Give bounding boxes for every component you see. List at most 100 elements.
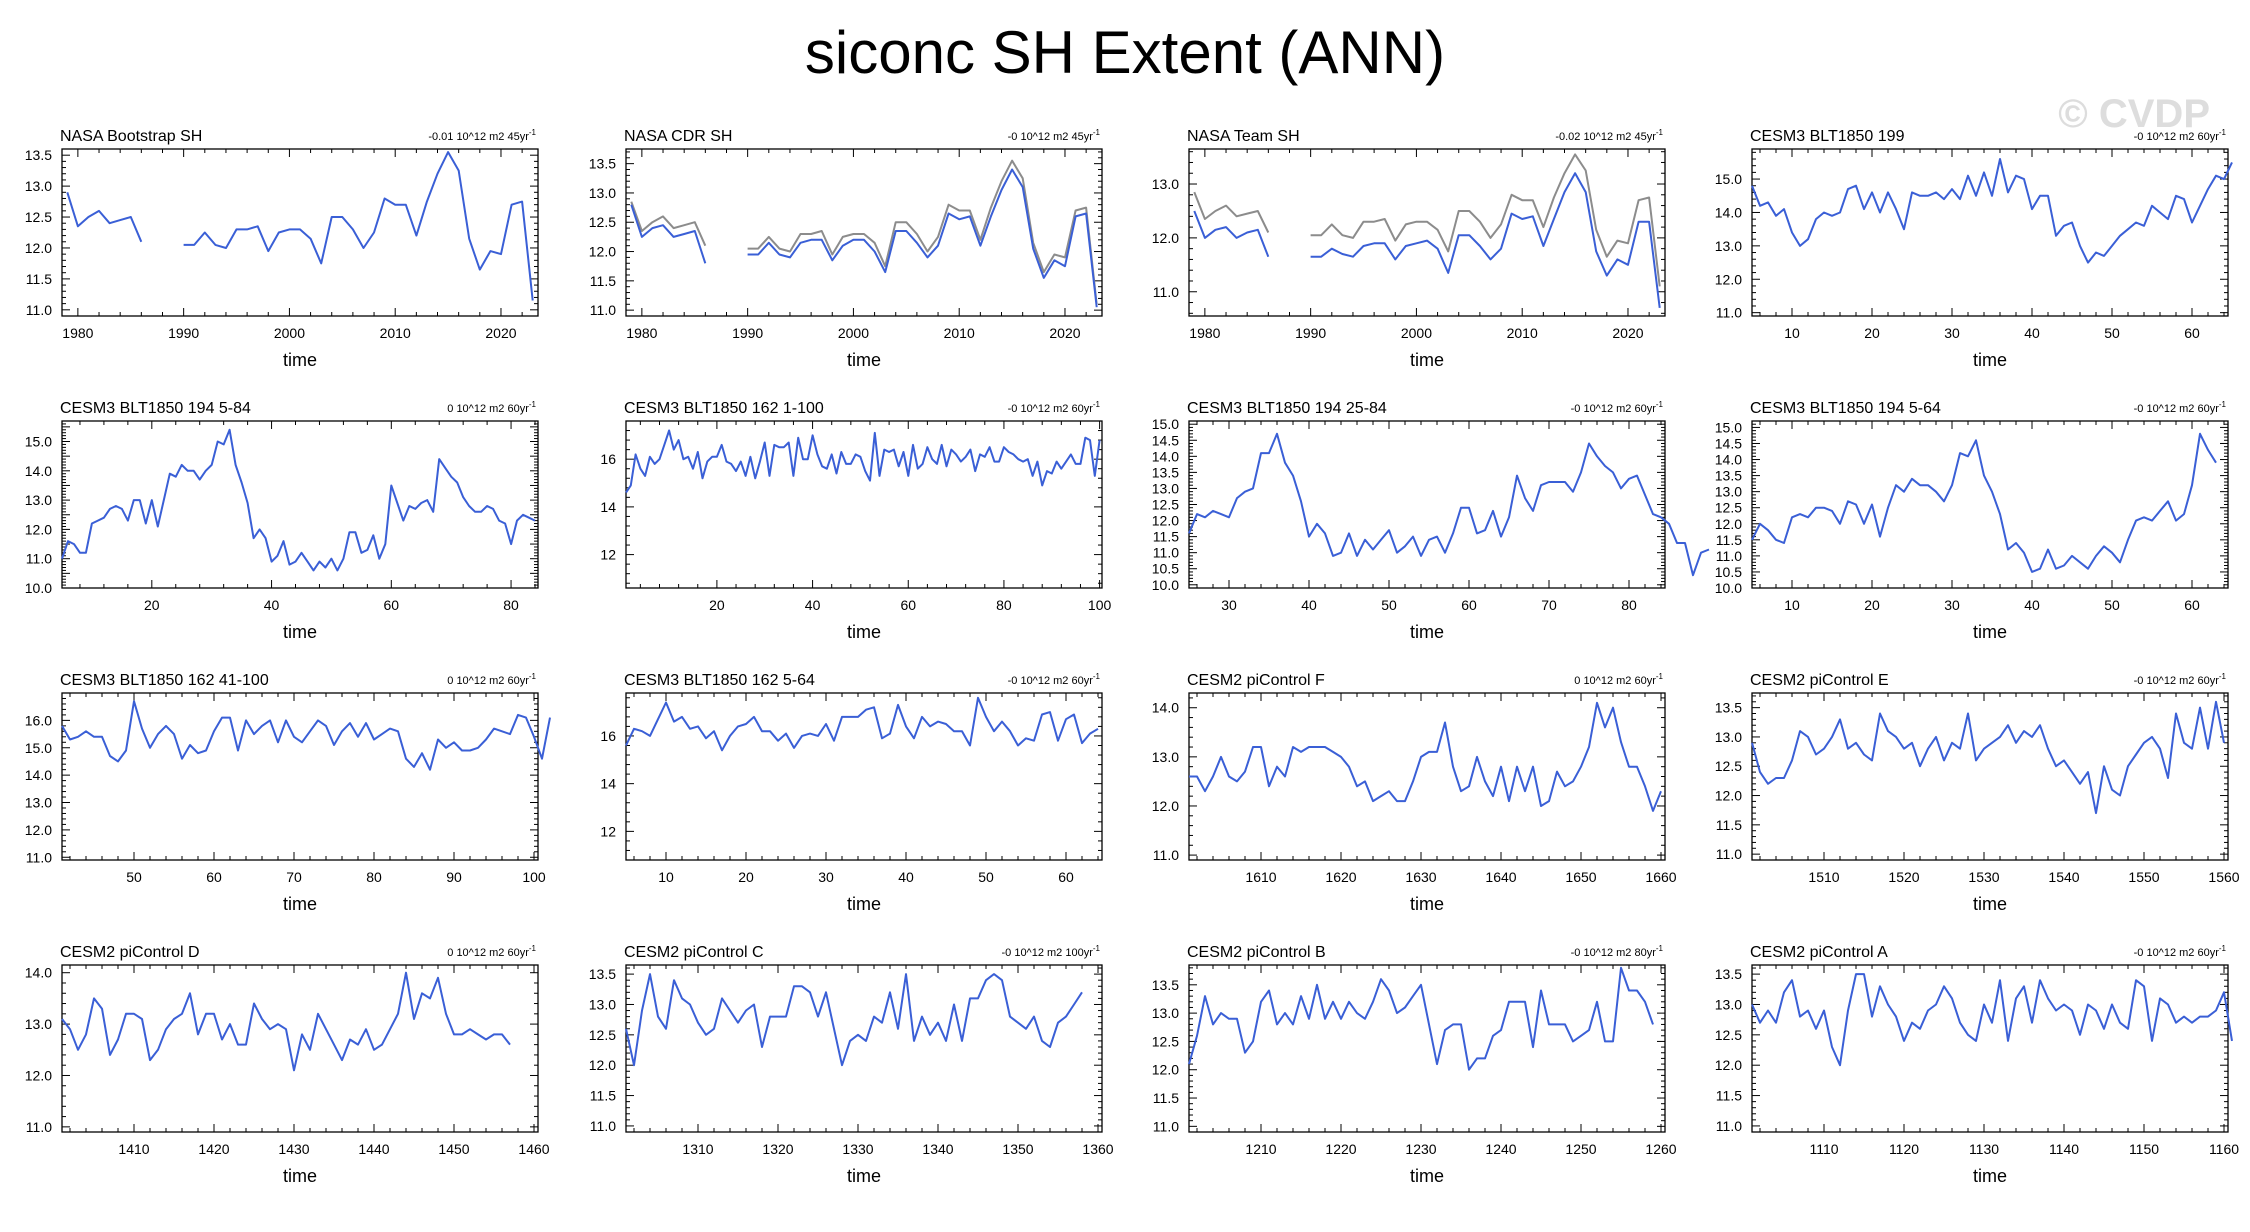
plot-frame [1751,148,2229,317]
y-tick-label: 12.0 [25,521,52,537]
x-tick-label: 1330 [842,1141,873,1157]
trend-label: -0 10^12 m2 60yr-1 [1571,400,1664,415]
panel-13: CESM2 piControl D 0 10^12 m2 60yr-1 1410 14… [25,944,550,1186]
y-tick-label: 11.5 [26,271,52,287]
panel-3: NASA Team SH -0.02 10^12 m2 45yr-1 1980 199… [1152,128,1666,370]
series-line-extent [1751,973,2233,1067]
y-tick-label: 11.0 [590,302,616,318]
y-tick-label: 12.0 [1715,271,1742,287]
y-tick-label: 12 [600,547,616,563]
y-tick-label: 14 [600,776,616,792]
plot-frame [625,692,1103,861]
x-tick-label: 80 [503,597,519,613]
x-tick-label: 40 [264,597,280,613]
y-tick-label: 11.0 [1153,284,1179,300]
x-tick-label: 70 [1541,597,1557,613]
y-tick-label: 11.5 [1153,529,1179,545]
x-tick-label: 1230 [1405,1141,1436,1157]
trend-label: -0 10^12 m2 60yr-1 [2134,944,2227,959]
y-tick-label: 13.0 [1152,176,1179,192]
x-tick-label: 100 [1088,597,1112,613]
x-tick-label: 1340 [922,1141,953,1157]
trend-label: -0 10^12 m2 45yr-1 [1008,128,1101,143]
x-tick-label: 20 [144,597,160,613]
y-tick-label: 14.5 [1152,432,1179,448]
y-tick-label: 12.0 [1152,513,1179,529]
trend-label: -0 10^12 m2 60yr-1 [2134,128,2227,143]
y-tick-label: 14 [600,499,616,515]
y-tick-label: 10.0 [1152,577,1179,593]
y-tick-label: 13.5 [1152,977,1179,993]
x-tick-label: 1610 [1245,869,1276,885]
y-tick-label: 14.0 [1152,448,1179,464]
x-tick-label: 1520 [1888,869,1919,885]
trend-label: -0 10^12 m2 60yr-1 [2134,672,2227,687]
y-tick-label: 10.5 [1715,564,1742,580]
x-tick-label: 40 [805,597,821,613]
y-tick-label: 12.5 [1715,758,1742,774]
trend-label: 0 10^12 m2 60yr-1 [1574,672,1663,687]
x-axis-label: time [1973,1166,2007,1186]
x-tick-label: 40 [2024,325,2040,341]
series-line-extent [625,973,1083,1067]
plot-frame [1751,692,2229,861]
x-tick-label: 60 [384,597,400,613]
x-tick-label: 20 [1864,597,1880,613]
series-line-extent [1751,158,2233,264]
y-tick-label: 16 [600,728,616,744]
y-tick-label: 12.0 [1152,1062,1179,1078]
y-tick-label: 12 [600,823,616,839]
x-axis-label: time [847,894,881,914]
y-tick-label: 13.0 [25,178,52,194]
panel-8: CESM3 BLT1850 194 5-64 -0 10^12 m2 60yr-1… [1715,400,2229,642]
x-tick-label: 60 [2184,597,2200,613]
panel-5: CESM3 BLT1850 194 5-84 0 10^12 m2 60yr-1 2… [25,400,539,642]
x-tick-label: 60 [1461,597,1477,613]
y-tick-label: 12.0 [1152,798,1179,814]
x-tick-label: 1980 [1189,325,1220,341]
y-tick-label: 12.0 [25,240,52,256]
x-tick-label: 2010 [944,325,975,341]
y-tick-label: 13.0 [1152,749,1179,765]
y-tick-label: 13.0 [1715,996,1742,1012]
y-tick-label: 11.0 [1153,847,1179,863]
x-tick-label: 1540 [2048,869,2079,885]
series-line-extent [1189,701,1662,812]
x-tick-label: 40 [2024,597,2040,613]
x-axis-label: time [1410,350,1444,370]
x-tick-label: 2000 [1401,325,1432,341]
series-line-extent [630,168,1098,308]
panel-9: CESM3 BLT1850 162 41-100 0 10^12 m2 60yr-… [25,672,551,914]
x-axis-label: time [1410,894,1444,914]
trend-label: 0 10^12 m2 60yr-1 [447,944,536,959]
x-tick-label: 1510 [1808,869,1839,885]
x-tick-label: 1140 [2049,1141,2079,1157]
x-tick-label: 1440 [358,1141,389,1157]
panel-11: CESM2 piControl F 0 10^12 m2 60yr-1 1610 16… [1152,672,1677,914]
panel-title: CESM3 BLT1850 162 5-64 [624,672,815,689]
y-tick-label: 12.0 [1715,1057,1742,1073]
x-axis-label: time [283,1166,317,1186]
y-tick-label: 12.5 [1152,1033,1179,1049]
y-tick-label: 15.0 [1715,419,1742,435]
x-tick-label: 10 [1784,325,1800,341]
x-tick-label: 50 [2104,325,2120,341]
y-tick-label: 11.5 [1716,532,1742,548]
series-line-extent [66,151,534,301]
series-line-reference [630,159,1098,305]
panel-title: CESM2 piControl D [60,944,200,961]
panel-title: NASA Team SH [1187,128,1300,145]
y-tick-label: 11.0 [1716,548,1742,564]
y-tick-label: 11.5 [1153,1090,1179,1106]
x-tick-label: 1220 [1325,1141,1356,1157]
x-tick-label: 1310 [682,1141,713,1157]
x-tick-label: 80 [366,869,382,885]
x-tick-label: 50 [1381,597,1397,613]
panel-4: CESM3 BLT1850 199 -0 10^12 m2 60yr-1 10 20 3… [1715,128,2233,370]
x-tick-label: 40 [898,869,914,885]
y-tick-label: 13.0 [589,185,616,201]
x-tick-label: 1640 [1485,869,1516,885]
series-line-extent [625,429,1101,494]
y-tick-label: 11.0 [1153,545,1179,561]
y-tick-label: 15.0 [25,740,52,756]
